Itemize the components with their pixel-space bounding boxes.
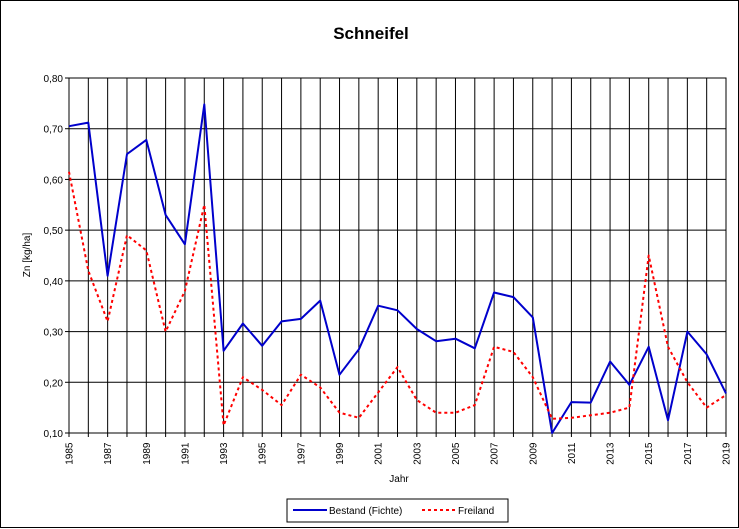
- y-axis-label: Zn [kg/ha]: [22, 233, 33, 278]
- y-tick-label: 0,10: [44, 429, 64, 440]
- x-axis: 1985 1987 1989 1991 1993 1995 1997 1999 2001 2003…: [65, 433, 733, 465]
- x-tick-label: 1991: [180, 442, 191, 465]
- x-tick-label: 2017: [683, 442, 694, 465]
- chart-title: Schneifel: [333, 24, 409, 43]
- x-tick-label: 2013: [606, 442, 617, 465]
- y-tick-label: 0,50: [44, 226, 64, 237]
- y-tick-label: 0,40: [44, 277, 64, 288]
- y-tick-label: 0,30: [44, 328, 64, 339]
- x-tick-label: 2011: [567, 442, 578, 464]
- x-tick-label: 2019: [722, 442, 733, 465]
- x-tick-label: 1995: [258, 442, 269, 465]
- x-tick-label: 2003: [412, 442, 423, 465]
- legend: Bestand (Fichte) Freiland: [286, 498, 509, 523]
- x-axis-label: Jahr: [389, 474, 409, 485]
- grid: [69, 78, 726, 433]
- y-tick-label: 0,80: [44, 74, 64, 85]
- x-tick-label: 1993: [219, 442, 230, 465]
- x-tick-label: 2009: [528, 442, 539, 465]
- x-tick-label: 1985: [65, 442, 76, 465]
- y-tick-label: 0,70: [44, 125, 64, 136]
- x-tick-label: 1997: [296, 442, 307, 465]
- legend-box: [286, 498, 509, 523]
- x-tick-label: 2001: [374, 442, 385, 465]
- x-tick-label: 2007: [490, 442, 501, 465]
- y-tick-label: 0,20: [44, 378, 64, 389]
- x-tick-label: 1999: [335, 442, 346, 465]
- x-tick-label: 2015: [644, 442, 655, 465]
- series-line-bestand: [68, 103, 727, 434]
- x-tick-label: 1989: [142, 442, 153, 465]
- x-tick-label: 1987: [103, 442, 114, 465]
- legend-label-freiland: Freiland: [458, 506, 494, 517]
- x-tick-label: 2005: [451, 442, 462, 465]
- legend-label-bestand: Bestand (Fichte): [329, 506, 402, 517]
- y-tick-label: 0,60: [44, 175, 64, 186]
- series-lines: [68, 103, 727, 434]
- y-axis: 0,10 0,20 0,30 0,40 0,50 0,60 0,70 0,80: [44, 74, 69, 440]
- series-line-freiland: [68, 171, 727, 427]
